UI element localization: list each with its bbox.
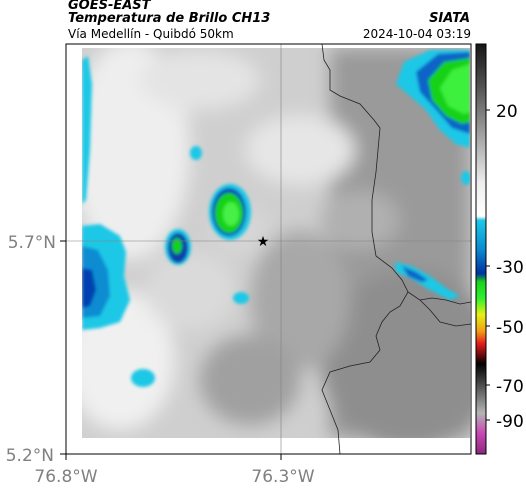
region-subtitle: Vía Medellín - Quibdó 50km: [68, 27, 234, 41]
boundary-lines: [321, 43, 472, 455]
colorbar-tick-minus-50: -50: [496, 318, 524, 338]
colorbar: [475, 43, 487, 455]
colorbar-tick-20: 20: [496, 102, 518, 122]
lon-label-76-8: 76.8°W: [34, 467, 97, 487]
map-border: [65, 43, 472, 455]
product-title: Temperatura de Brillo CH13: [68, 11, 271, 26]
colorbar-tick-minus-30: -30: [496, 258, 524, 278]
lon-label-76-3: 76.3°W: [251, 467, 314, 487]
cloud-field: [82, 48, 470, 438]
satellite-title: GOES-EAST: [68, 0, 151, 13]
agency-label: SIATA: [429, 11, 470, 26]
timestamp-label: 2024-10-04 03:19: [362, 27, 471, 41]
star-icon: ★: [257, 234, 270, 250]
lat-label-5-7: 5.7°N: [8, 233, 56, 253]
colorbar-tick-minus-70: -70: [496, 377, 524, 397]
lat-label-5-2: 5.2°N: [6, 446, 54, 466]
colorbar-tick-minus-90: -90: [496, 412, 524, 432]
